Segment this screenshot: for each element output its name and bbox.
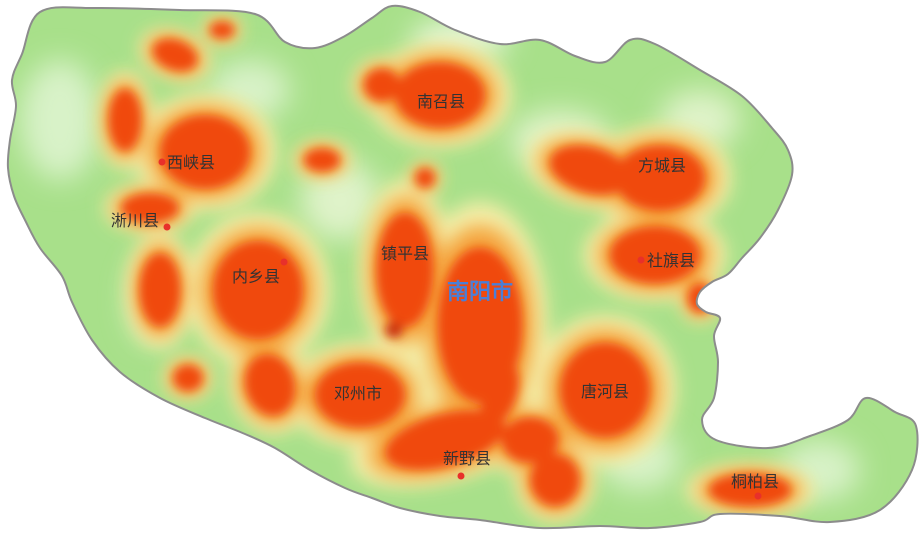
heat-high xyxy=(108,88,142,152)
heat-high xyxy=(480,363,520,427)
heat-high xyxy=(549,145,631,195)
county-label-sheqi: 社旗县 xyxy=(647,251,695,270)
heat-high xyxy=(139,253,181,327)
county-point-marker xyxy=(158,158,166,166)
region-boundary xyxy=(6,4,919,530)
heat-high xyxy=(530,453,580,507)
heat-high xyxy=(173,364,203,392)
county-point-marker xyxy=(457,472,465,480)
heat-high xyxy=(376,212,434,328)
county-label-tanghe: 唐河县 xyxy=(581,382,629,401)
county-label-tongbai: 桐柏县 xyxy=(731,472,779,491)
county-label-fangcheng: 方城县 xyxy=(638,156,686,175)
heat-high xyxy=(212,240,304,340)
county-label-dengzhou: 邓州市 xyxy=(334,384,382,403)
heat-high xyxy=(363,68,401,102)
heat-high xyxy=(437,247,523,403)
county-point-marker xyxy=(754,492,762,500)
county-label-xixia: 西峡县 xyxy=(167,153,215,172)
heat-high xyxy=(559,342,651,438)
light-patch xyxy=(300,160,380,240)
heat-high xyxy=(159,115,251,189)
heat-high xyxy=(385,410,505,470)
heat-high xyxy=(609,226,701,284)
heat-layer xyxy=(20,17,860,522)
heat-high xyxy=(152,39,198,71)
county-markers xyxy=(158,158,762,500)
heat-high xyxy=(394,62,486,128)
county-label-xinye: 新野县 xyxy=(443,449,491,468)
light-patch xyxy=(20,60,100,180)
county-label-zhenping: 镇平县 xyxy=(381,244,429,263)
county-point-marker xyxy=(637,256,645,264)
city-label-nanyang: 南阳市 xyxy=(447,279,513,305)
heat-high xyxy=(244,354,296,416)
heat-high xyxy=(121,193,179,223)
heat-peak xyxy=(385,322,403,338)
heat-high xyxy=(501,417,559,463)
county-label-nanzhao: 南召县 xyxy=(417,92,465,111)
heat-high xyxy=(303,148,341,172)
county-label-xichuan: 淅川县 xyxy=(111,211,159,230)
county-label-neixiang: 内乡县 xyxy=(232,267,280,286)
county-point-marker xyxy=(280,258,288,266)
heat-high xyxy=(209,21,235,39)
heat-high xyxy=(415,168,435,188)
heat-high xyxy=(314,362,406,428)
heat-high xyxy=(709,473,791,507)
heat-high xyxy=(614,145,706,211)
county-point-marker xyxy=(163,223,171,231)
